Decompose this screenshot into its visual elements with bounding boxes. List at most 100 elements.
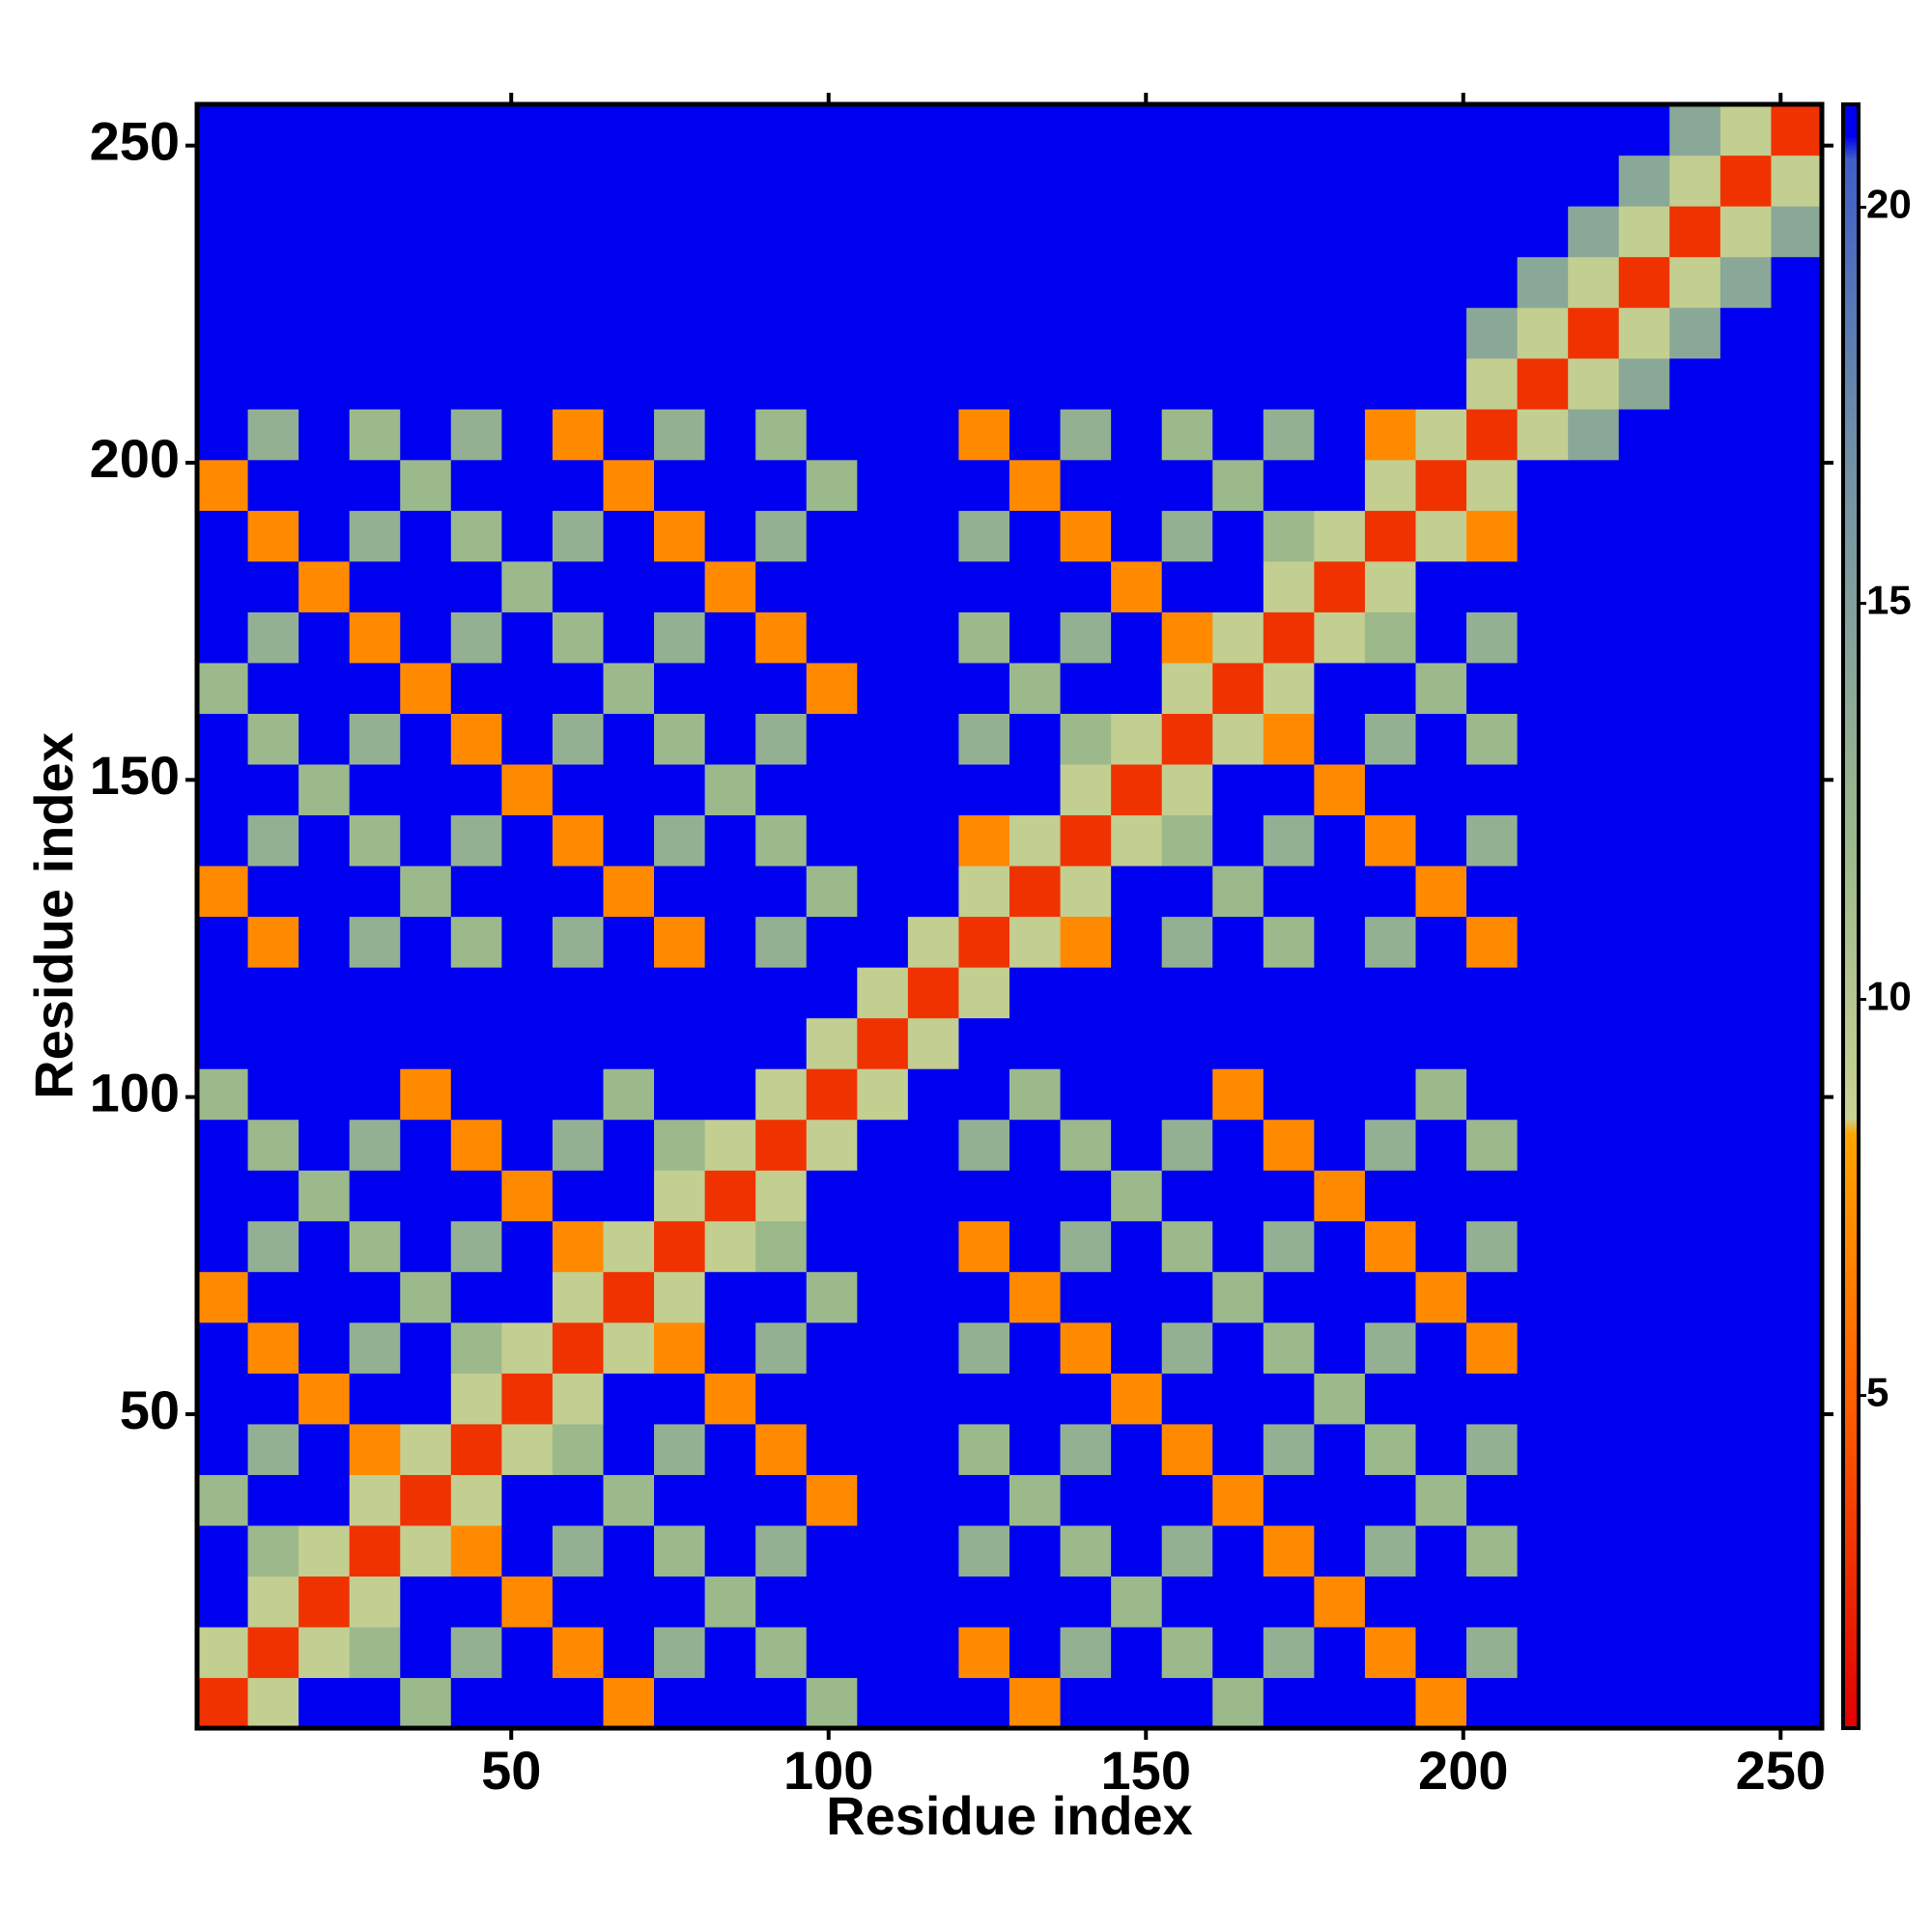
heat-cell [1111, 307, 1163, 359]
heat-cell [1364, 967, 1417, 1019]
heat-cell [450, 763, 502, 816]
heat-cell [1618, 1271, 1670, 1323]
heat-cell [1009, 155, 1062, 207]
heat-cell [1364, 104, 1417, 156]
heat-cell [806, 611, 858, 664]
heat-cell [1568, 1626, 1620, 1679]
heat-cell [298, 1626, 351, 1679]
heat-cell [1415, 763, 1467, 816]
heat-cell [958, 1474, 1010, 1526]
heat-cell [1568, 357, 1620, 410]
heat-cell [1161, 256, 1213, 308]
heat-cell [1719, 307, 1773, 359]
heat-cell [1263, 1068, 1315, 1121]
heat-cell [298, 1017, 351, 1069]
heat-cell [1314, 662, 1366, 714]
heat-cell [755, 409, 808, 461]
heat-cell [1263, 357, 1315, 410]
heat-cell [1568, 459, 1620, 511]
heat-cell [1618, 662, 1670, 714]
heat-cell [907, 1474, 960, 1526]
heat-cell [197, 206, 249, 258]
heat-cell [1364, 1373, 1417, 1425]
heat-cell [450, 1271, 502, 1323]
heat-cell [247, 611, 299, 664]
heat-cell [1060, 1068, 1112, 1121]
heat-cell [552, 1119, 605, 1171]
heat-cell [1364, 1017, 1417, 1069]
heat-cell [1161, 1220, 1213, 1272]
heat-cell [501, 967, 554, 1019]
heat-cell [806, 1626, 858, 1679]
heat-cell [1568, 967, 1620, 1019]
heat-cell [958, 510, 1010, 562]
heat-cell [1669, 611, 1721, 664]
heat-cell [1719, 1373, 1773, 1425]
heat-cell [1618, 1423, 1670, 1475]
heat-cell [1618, 1017, 1670, 1069]
heat-cell [1618, 1576, 1670, 1628]
heat-cell [1466, 409, 1519, 461]
heat-cell [450, 662, 502, 714]
heat-cell [857, 967, 909, 1019]
heat-cell [1618, 611, 1670, 664]
heat-cell [1314, 1626, 1366, 1679]
heat-cell [349, 865, 401, 918]
heat-cell [400, 256, 452, 308]
heat-cell [349, 611, 401, 664]
heat-cell [1517, 409, 1569, 461]
heat-cell [1263, 560, 1315, 612]
heat-cell [501, 1423, 554, 1475]
heat-cell [501, 611, 554, 664]
heat-cell [197, 662, 249, 714]
heat-cell [958, 1576, 1010, 1628]
heat-cell [1212, 256, 1264, 308]
heat-cell [1111, 1220, 1163, 1272]
heat-cell [603, 307, 655, 359]
heat-cell [1618, 206, 1670, 258]
heat-cell [552, 256, 605, 308]
heat-cell [1415, 1576, 1467, 1628]
heat-cell [1618, 459, 1670, 511]
heat-cell [1669, 916, 1721, 968]
heat-cell [755, 1677, 808, 1729]
heat-cell [958, 713, 1010, 765]
heat-cell [1060, 1677, 1112, 1729]
heat-cell [1517, 1068, 1569, 1121]
heat-cell [1568, 256, 1620, 308]
heat-cell [552, 1576, 605, 1628]
heat-cell [1771, 1423, 1823, 1475]
heat-cell [349, 1068, 401, 1121]
heat-cell [1719, 1220, 1773, 1272]
heat-cell [1517, 357, 1569, 410]
heat-cell [1263, 814, 1315, 867]
heat-cell [247, 662, 299, 714]
heat-cell [654, 763, 706, 816]
heat-cell [501, 256, 554, 308]
heat-cell [958, 1626, 1010, 1679]
heat-cell [1364, 560, 1417, 612]
heat-cell [197, 1170, 249, 1222]
heat-cell [654, 1271, 706, 1323]
heat-cell [654, 1068, 706, 1121]
heat-cell [1517, 1474, 1569, 1526]
heat-cell [1669, 713, 1721, 765]
heat-cell [1568, 865, 1620, 918]
heat-cell [298, 459, 351, 511]
heat-cell [298, 1524, 351, 1577]
heat-cell [197, 814, 249, 867]
heat-cell [907, 357, 960, 410]
heat-cell [1415, 662, 1467, 714]
heat-cell [1415, 865, 1467, 918]
heat-cell [349, 155, 401, 207]
heat-cell [1060, 256, 1112, 308]
heat-cell [1364, 916, 1417, 968]
y-tick-label: 50 [120, 1379, 180, 1440]
heat-cell [349, 409, 401, 461]
heat-cell [1161, 1626, 1213, 1679]
heat-cell [907, 1068, 960, 1121]
heat-cell [1111, 1170, 1163, 1222]
heat-cell [1364, 307, 1417, 359]
heat-cell [704, 1068, 756, 1121]
heat-cell [1009, 256, 1062, 308]
